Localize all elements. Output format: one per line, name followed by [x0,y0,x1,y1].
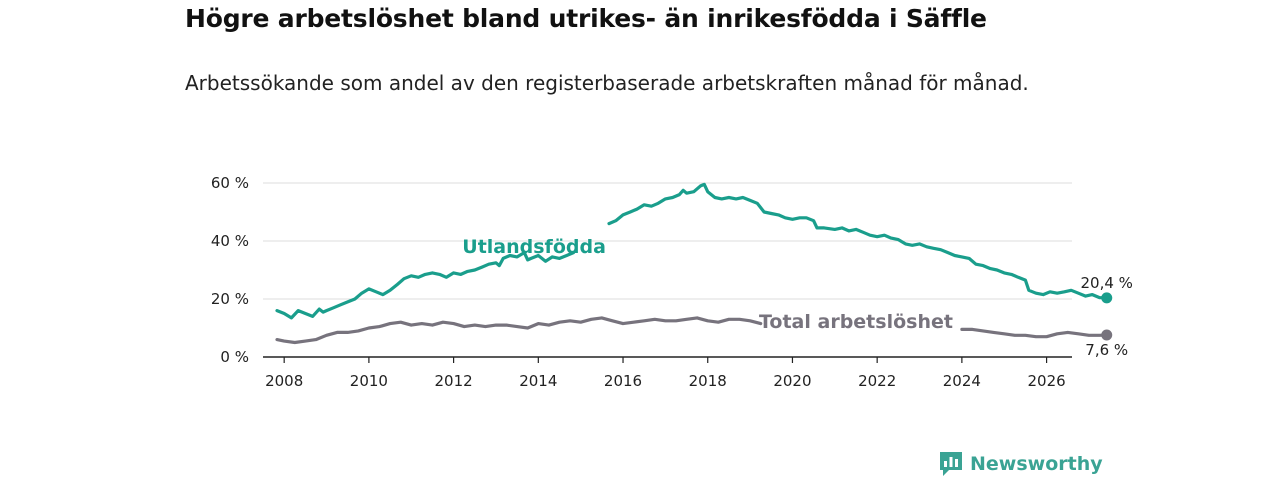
x-tick-label: 2022 [858,372,896,390]
x-tick-label: 2012 [435,372,473,390]
newsworthy-chart-icon [940,452,962,476]
x-tick-label: 2024 [943,372,981,390]
series-label: Total arbetslöshet [759,311,953,333]
series-line-total [275,316,1109,345]
chart-title: Högre arbetslöshet bland utrikes- än inr… [185,4,987,33]
y-axis-ticks: 0 % 20 % 40 % 60 % [211,174,249,366]
x-tick-label: 2018 [689,372,727,390]
series-label: Utlandsfödda [462,236,606,258]
series-lines [275,182,1113,345]
newsworthy-logo[interactable]: Newsworthy [938,450,1103,478]
y-tick-label: 40 % [211,232,249,250]
end-point-utlandsfodda[interactable] [1101,292,1113,304]
x-tick-label: 2008 [265,372,303,390]
series-line-utlandsfodda [275,182,1109,320]
end-value-label: 7,6 % [1085,341,1128,359]
end-value-label: 20,4 % [1081,274,1133,292]
x-tick-label: 2026 [1027,372,1065,390]
y-tick-label: 20 % [211,290,249,308]
x-axis-ticks: 2008 2010 2012 2014 2016 2018 2020 2022 2024 2026 [265,357,1066,390]
gridlines [263,182,1072,358]
annotations: 20,4 % 7,6 % Utlandsfödda Total arbetslöshe… [462,236,1133,359]
y-tick-label: 0 % [220,348,249,366]
x-tick-label: 2014 [519,372,557,390]
chart-subtitle: Arbetssökande som andel av den registerb… [185,71,1029,95]
brand-name: Newsworthy [970,453,1103,475]
x-tick-label: 2020 [773,372,811,390]
x-tick-label: 2010 [350,372,388,390]
end-point-total[interactable] [1101,329,1113,341]
x-tick-label: 2016 [604,372,642,390]
y-tick-label: 60 % [211,174,249,192]
